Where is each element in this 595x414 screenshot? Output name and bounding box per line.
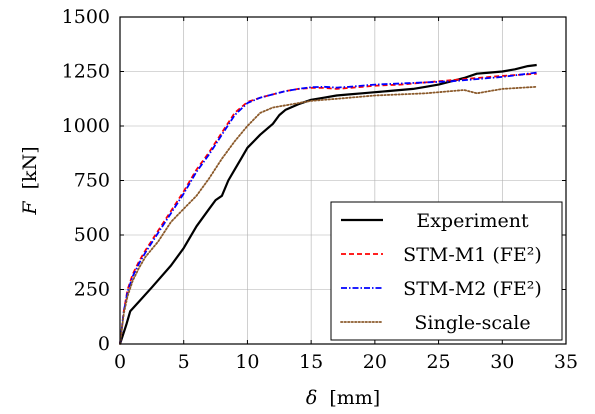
y-tick-label: 1000 — [62, 115, 110, 137]
y-axis-symbol: F — [19, 201, 41, 216]
x-tick-label: 0 — [114, 351, 126, 373]
legend-label: STM-M1 (FE²) — [403, 244, 542, 266]
legend-label: Experiment — [416, 210, 529, 232]
x-tick-label: 15 — [299, 351, 323, 373]
y-tick-label: 1250 — [62, 61, 110, 83]
y-tick-label: 500 — [74, 224, 110, 246]
y-axis-unit: [kN] — [19, 146, 41, 189]
x-tick-label: 20 — [363, 351, 387, 373]
x-tick-label: 35 — [554, 351, 578, 373]
series-line-experiment — [118, 63, 537, 345]
axis-ticks: 0 5 10 15 20 25 30 35 0 250 500 750 1000 1250 1500 — [62, 6, 578, 373]
x-axis-label: δ [mm] — [306, 387, 380, 409]
x-axis-symbol: δ — [306, 387, 317, 409]
y-axis-label: F [kN] — [19, 146, 41, 215]
x-tick-label: 10 — [235, 351, 259, 373]
series-line-single-scale — [119, 85, 538, 345]
y-tick-label: 750 — [74, 170, 110, 192]
series-line-stm-m2-fe — [119, 71, 537, 345]
y-tick-label: 250 — [74, 279, 110, 301]
legend: Experiment STM-M1 (FE²) STM-M2 (FE²) Single… — [330, 201, 563, 341]
x-tick-label: 30 — [490, 351, 514, 373]
x-axis-unit: [mm] — [329, 387, 380, 409]
legend-label: Single-scale — [414, 312, 530, 334]
x-tick-label: 5 — [178, 351, 190, 373]
legend-box — [330, 201, 563, 341]
x-tick-label: 25 — [426, 351, 450, 373]
y-tick-label: 1500 — [62, 6, 110, 28]
series-lines — [118, 63, 538, 345]
legend-label: STM-M2 (FE²) — [403, 278, 542, 300]
y-tick-label: 0 — [98, 333, 110, 355]
